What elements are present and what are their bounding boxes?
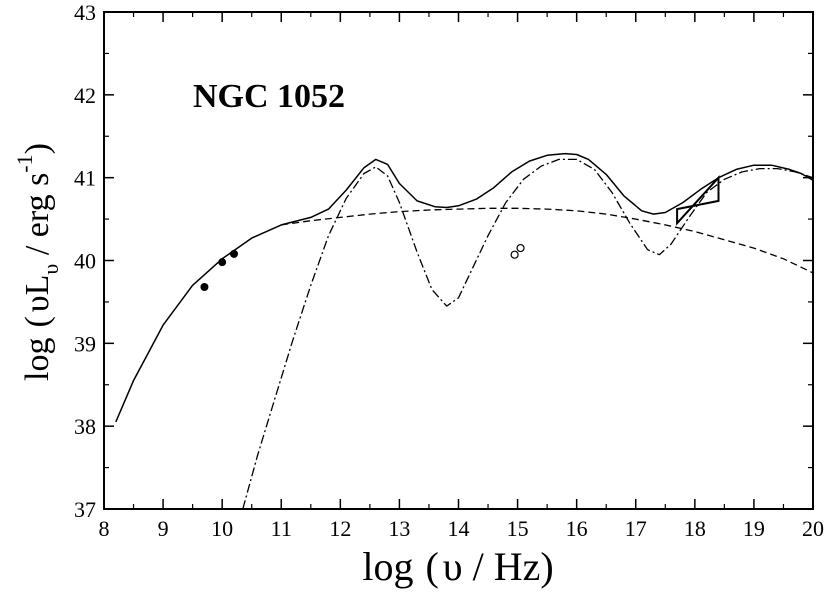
x-tick-label: 20 <box>802 516 824 541</box>
y-tick-label: 38 <box>74 414 96 439</box>
x-axis-title-symbol: υ <box>443 544 463 589</box>
source-annotation: NGC 1052 <box>193 78 345 115</box>
x-tick-label: 15 <box>507 516 529 541</box>
marker-layer <box>200 175 720 292</box>
open-data-point <box>516 243 525 253</box>
x-axis-title-prefix: log <box>362 544 413 589</box>
x-tick-label: 9 <box>158 516 169 541</box>
filled-data-point <box>218 258 227 267</box>
x-axis-title-open: ( <box>425 544 438 589</box>
x-tick-label: 19 <box>743 516 765 541</box>
dashed-curve <box>281 207 813 274</box>
y-axis-title-prefix: log <box>19 338 56 381</box>
series-layer <box>115 152 813 509</box>
x-tick-label: 10 <box>211 516 233 541</box>
x-axis-title: log (υ / Hz) <box>362 544 553 589</box>
axis-ticks <box>103 11 814 510</box>
y-axis-title-sup: -1 <box>12 154 37 172</box>
x-tick-label: 12 <box>329 516 351 541</box>
y-tick-label: 40 <box>74 249 96 274</box>
x-tick-label: 13 <box>388 516 410 541</box>
x-axis-title-rest: / Hz) <box>463 544 554 589</box>
dashdot-curve <box>242 158 813 509</box>
y-tick-label: 39 <box>74 331 96 356</box>
y-tick-label: 42 <box>74 83 96 108</box>
x-tick-label: 8 <box>99 516 110 541</box>
y-axis-title: log ( υLυ / erg s-1) <box>12 143 63 381</box>
y-axis-title-rest: / erg s <box>19 173 56 264</box>
xray-bowtie <box>676 175 720 226</box>
x-tick-label: 17 <box>625 516 647 541</box>
x-tick-label: 14 <box>448 516 470 541</box>
tick-labels: 8 9 10 11 12 13 14 15 16 17 18 19 20 37 38 39 40 41 42 43 <box>74 0 824 541</box>
y-axis-title-sub: υ <box>38 264 63 275</box>
filled-data-point <box>200 283 209 292</box>
y-tick-label: 43 <box>74 0 96 25</box>
y-axis-title-open: ( <box>19 316 56 327</box>
filled-data-point <box>229 249 238 258</box>
x-tick-label: 16 <box>566 516 588 541</box>
y-axis-title-symbol: υL <box>19 275 56 313</box>
y-tick-label: 41 <box>74 166 96 191</box>
x-tick-label: 18 <box>684 516 706 541</box>
open-data-point <box>510 250 519 259</box>
solid-curve <box>115 152 813 423</box>
y-tick-label: 37 <box>74 497 96 522</box>
x-tick-label: 11 <box>271 516 292 541</box>
y-axis-title-close: ) <box>19 143 56 154</box>
